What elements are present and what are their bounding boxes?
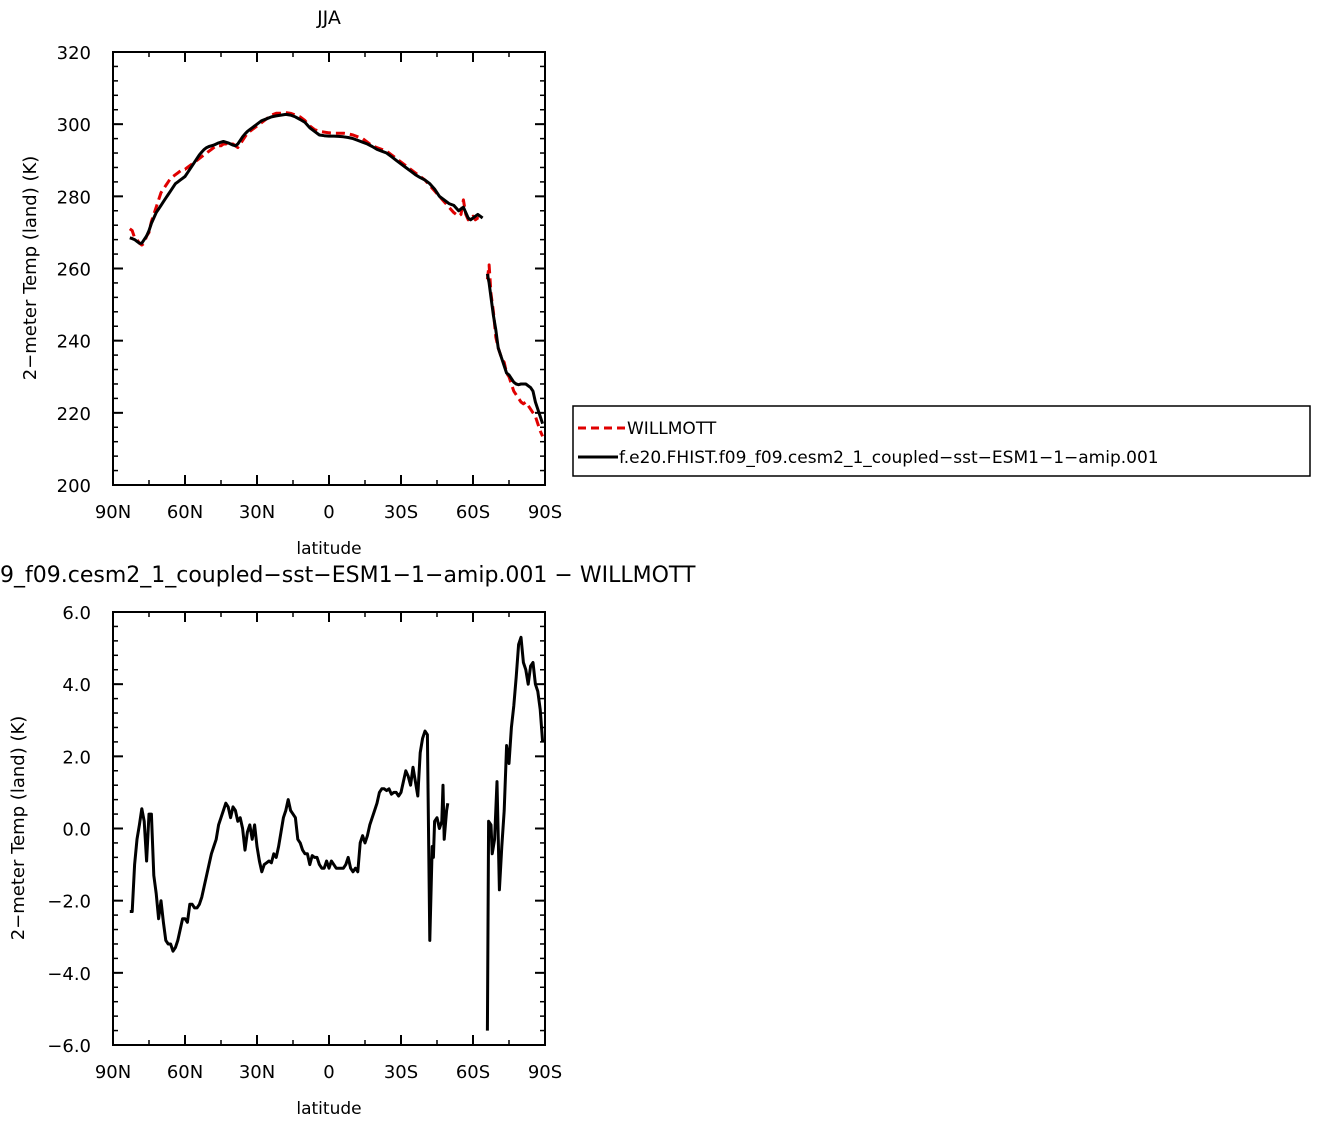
legend: WILLMOTT f.e20.FHIST.f09_f09.cesm2_1_cou… xyxy=(572,405,1311,477)
top-series-lines xyxy=(128,111,545,437)
bottom-y-tick-label: 0.0 xyxy=(62,820,91,841)
top-x-tick-label: 90S xyxy=(528,502,562,523)
top-y-tick-label: 280 xyxy=(57,187,91,208)
top-y-tick-label: 320 xyxy=(57,43,91,64)
top-x-tick-label: 30N xyxy=(239,502,275,523)
top-y-tick-label: 260 xyxy=(57,260,91,281)
top-y-tick-label: 300 xyxy=(57,115,91,136)
bottom-y-tick-label: 4.0 xyxy=(62,675,91,696)
bottom-x-tick-label: 60N xyxy=(167,1062,203,1083)
top-series-1-line-segment-1 xyxy=(485,273,545,425)
bottom-x-tick-label: 30S xyxy=(384,1062,418,1083)
bottom-series-lines xyxy=(129,635,545,1031)
bottom-y-axis-label: 2−meter Temp (land) (K) xyxy=(8,716,29,941)
bottom-x-tick-label: 90S xyxy=(528,1062,562,1083)
legend-label-willmott: WILLMOTT xyxy=(627,419,717,439)
top-x-tick-label: 90N xyxy=(95,502,131,523)
bottom-series-0-line-segment-0 xyxy=(129,729,450,953)
bottom-x-tick-label: 60S xyxy=(456,1062,490,1083)
bottom-title: 9_f09.cesm2_1_coupled−sst−ESM1−1−amip.00… xyxy=(0,563,696,588)
bottom-x-tick-label: 30N xyxy=(239,1062,275,1083)
bottom-y-tick-label: 2.0 xyxy=(62,747,91,768)
top-y-axis-label: 2−meter Temp (land) (K) xyxy=(20,156,41,381)
top-panel: JJA 2−meter Temp (land) (K) latitude 90N… xyxy=(20,7,562,559)
bottom-panel: 9_f09.cesm2_1_coupled−sst−ESM1−1−amip.00… xyxy=(0,563,696,1119)
bottom-y-tick-label: 6.0 xyxy=(62,603,91,624)
top-x-tick-label: 60N xyxy=(167,502,203,523)
top-y-tick-label: 220 xyxy=(57,404,91,425)
bottom-axes: 90N 60N 30N 0 30S 60S 90S −6.0 −4.0 −2.0 0.0 2.0 4.0… xyxy=(47,603,562,1083)
bottom-series-0-line-segment-1 xyxy=(485,635,545,1031)
top-x-tick-label: 60S xyxy=(456,502,490,523)
bottom-plot-frame xyxy=(112,611,546,1046)
bottom-x-tick-label: 0 xyxy=(323,1062,334,1083)
top-title: JJA xyxy=(316,7,341,29)
top-x-tick-label: 30S xyxy=(384,502,418,523)
bottom-y-tick-label: −2.0 xyxy=(47,892,91,913)
top-series-1-line-segment-0 xyxy=(129,112,484,245)
top-x-axis-label: latitude xyxy=(296,539,361,559)
bottom-x-tick-label: 90N xyxy=(95,1062,131,1083)
top-x-tick-label: 0 xyxy=(323,502,334,523)
bottom-y-tick-label: −6.0 xyxy=(47,1036,91,1057)
legend-label-model: f.e20.FHIST.f09_f09.cesm2_1_coupled−sst−… xyxy=(619,448,1159,468)
bottom-x-axis-label: latitude xyxy=(296,1099,361,1119)
top-y-tick-label: 240 xyxy=(57,332,91,353)
bottom-y-tick-label: −4.0 xyxy=(47,964,91,985)
top-series-0-line-segment-1 xyxy=(485,263,544,437)
top-axes: 90N 60N 30N 0 30S 60S 90S 200 220 240 260 280 300 320 xyxy=(57,43,563,523)
legend-box xyxy=(572,405,1311,477)
top-plot-frame xyxy=(112,51,546,486)
top-y-tick-label: 200 xyxy=(57,476,91,497)
